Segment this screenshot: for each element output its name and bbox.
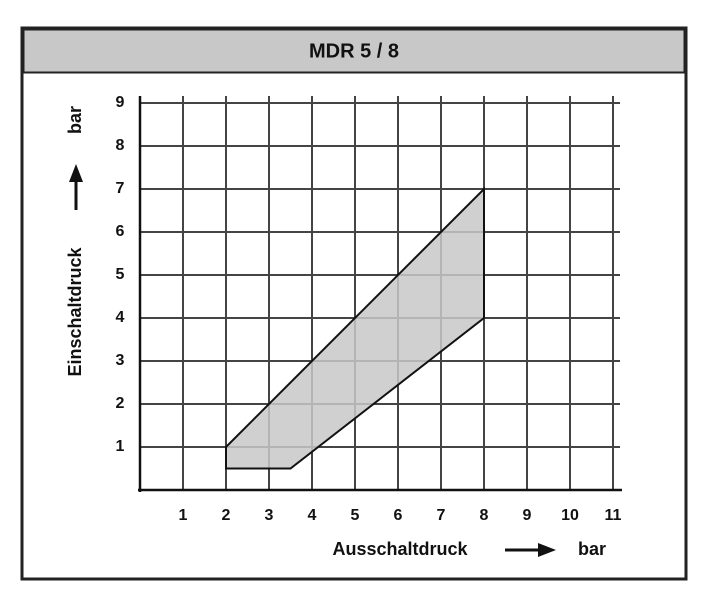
title-bar [22,28,686,74]
y-tick-label: 9 [116,94,125,111]
x-tick-label: 4 [308,507,317,524]
x-tick-label: 7 [437,507,446,524]
y-tick-label: 6 [116,223,125,240]
y-tick-label: 3 [116,352,125,369]
x-tick-label: 8 [480,507,489,524]
y-tick-label: 4 [116,309,125,326]
y-tick-label: 2 [116,395,125,412]
y-unit: bar [65,106,85,134]
x-tick-label: 1 [179,507,188,524]
x-tick-label: 10 [561,507,579,524]
x-axis-label: Ausschaltdruck [332,539,468,559]
range-area [225,186,485,470]
x-tick-label: 6 [394,507,403,524]
chart-title: MDR 5 / 8 [309,40,399,62]
y-axis-label: Einschaltdruck [65,246,85,376]
x-unit: bar [578,539,606,559]
x-tick-label: 11 [605,507,622,524]
y-tick-label: 7 [116,180,125,197]
y-tick-label: 5 [116,266,125,283]
x-arrow [505,543,556,557]
y-tick-label: 1 [116,438,125,455]
x-tick-label: 9 [523,507,532,524]
x-tick-label: 2 [222,507,231,524]
x-tick-label: 5 [351,507,360,524]
x-tick-label: 3 [265,507,274,524]
y-tick-label: 8 [116,137,125,154]
y-arrow [69,164,83,210]
